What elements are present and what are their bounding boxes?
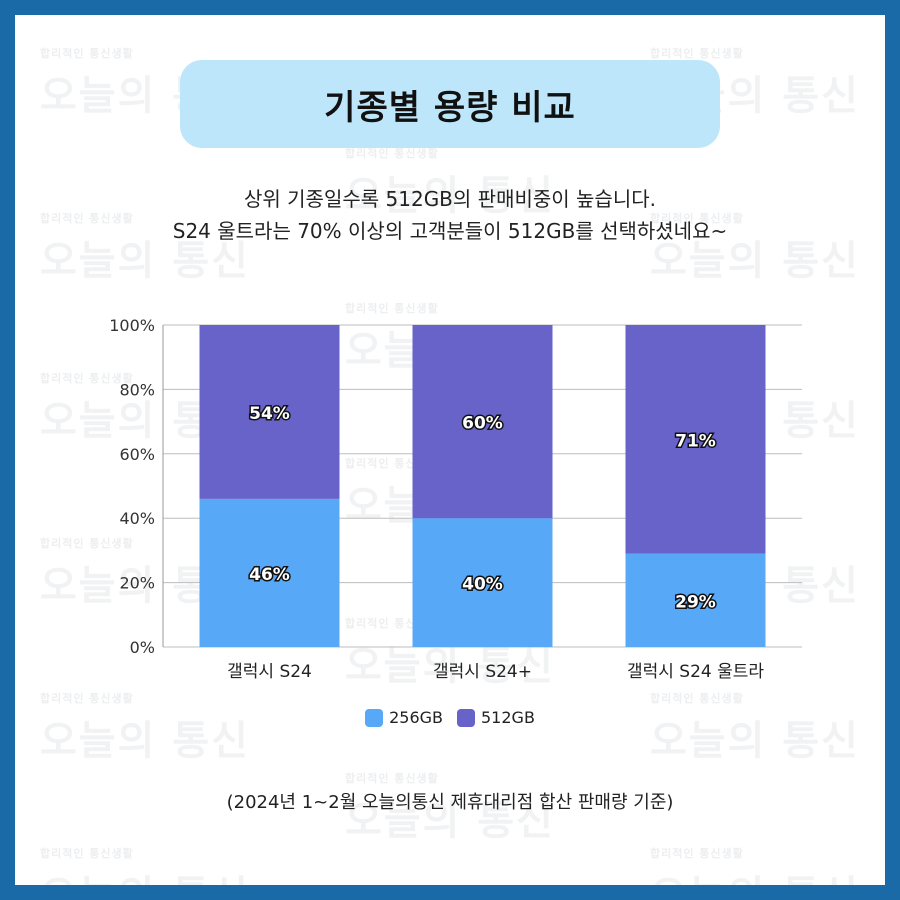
x-tick-label: 갤럭시 S24 [227, 662, 312, 682]
subtitle-line-2: S24 울트라는 70% 이상의 고객분들이 512GB를 선택하셨네요~ [172, 219, 728, 243]
bar-256gb [199, 498, 340, 647]
y-tick-label: 40% [119, 509, 155, 528]
watermark-small-text: 합리적인 통신생활 [40, 47, 134, 60]
watermark-small-text: 합리적인 통신생활 [650, 47, 744, 60]
watermark-big-text: 오늘의 통신 [40, 873, 250, 885]
bar-512gb [412, 325, 553, 519]
data-label: 40% [462, 575, 503, 595]
watermark-big-text: 오늘의 통신 [345, 798, 555, 844]
watermark-big-text: 오늘의 통신 [40, 718, 250, 764]
watermark-big-text: 오늘의 통신 [40, 238, 250, 284]
watermark-small-text: 합리적인 통신생활 [345, 302, 439, 315]
stacked-bar-chart: 0% 20% 40% 60% 80% 100% 46% 54% 갤럭시 S24 40% 60% 갤럭시… [109, 316, 802, 682]
title-banner: 기종별 용량 비교 [180, 60, 720, 148]
x-tick-label: 갤럭시 S24 울트라 [627, 662, 764, 682]
legend-item-512gb: 512GB [457, 708, 535, 727]
watermark-big-text: 오늘의 통신 [650, 873, 860, 885]
watermark-big-text: 오늘의 통신 [345, 643, 555, 689]
legend-label-512gb: 512GB [481, 708, 535, 727]
watermark-big-text: 오늘의 통신 [650, 718, 860, 764]
subtitle-line-1: 상위 기종일수록 512GB의 판매비중이 높습니다. [244, 187, 656, 211]
legend: 256GB 512GB [15, 708, 885, 727]
watermark-small-text: 합리적인 통신생활 [650, 847, 744, 860]
watermark-small-text: 합리적인 통신생활 [345, 772, 439, 785]
watermark-small-text: 합리적인 통신생활 [345, 147, 439, 160]
legend-swatch-256gb [365, 708, 384, 727]
y-tick-label: 60% [119, 445, 155, 464]
legend-swatch-512gb [457, 708, 475, 727]
watermark-small-text: 합리적인 통신생활 [650, 692, 744, 705]
watermark-small-text: 합리적인 통신생활 [40, 537, 134, 550]
data-label: 71% [675, 431, 716, 451]
page-title: 기종별 용량 비교 [324, 87, 576, 128]
data-label: 46% [249, 565, 290, 585]
subtitle: 상위 기종일수록 512GB의 판매비중이 높습니다. S24 울트라는 70%… [15, 183, 885, 247]
watermark-small-text: 합리적인 통신생활 [40, 372, 134, 385]
y-tick-label: 80% [119, 380, 155, 399]
bar-256gb [412, 518, 553, 647]
y-tick-label: 0% [130, 638, 155, 657]
watermark-small-text: 합리적인 통신생활 [40, 847, 134, 860]
watermark-big-text: 오늘의 통신 [650, 238, 860, 284]
data-label: 29% [675, 592, 716, 612]
legend-label-256gb: 256GB [389, 708, 443, 727]
y-tick-label: 100% [109, 316, 155, 335]
watermark-small-text: 합리적인 통신생활 [40, 692, 134, 705]
data-label: 60% [462, 414, 503, 434]
data-label: 54% [249, 404, 290, 424]
watermark-small-text: 합리적인 통신생활 [650, 212, 744, 225]
legend-item-256gb: 256GB [365, 708, 443, 727]
bar-256gb [625, 553, 766, 647]
infographic-card: 합리적인 통신생활 오늘의 통신 합리적인 통신생활 오늘의 통신 합리적인 통신생활 오… [15, 15, 885, 885]
x-tick-label: 갤럭시 S24+ [433, 662, 532, 682]
bar-512gb [625, 325, 766, 554]
watermark-small-text: 합리적인 통신생활 [40, 212, 134, 225]
bar-512gb [199, 325, 340, 499]
y-tick-label: 20% [119, 574, 155, 593]
footnote: (2024년 1~2월 오늘의통신 제휴대리점 합산 판매량 기준) [226, 792, 674, 813]
watermark-big-text: 오늘의 통신 [345, 173, 555, 219]
